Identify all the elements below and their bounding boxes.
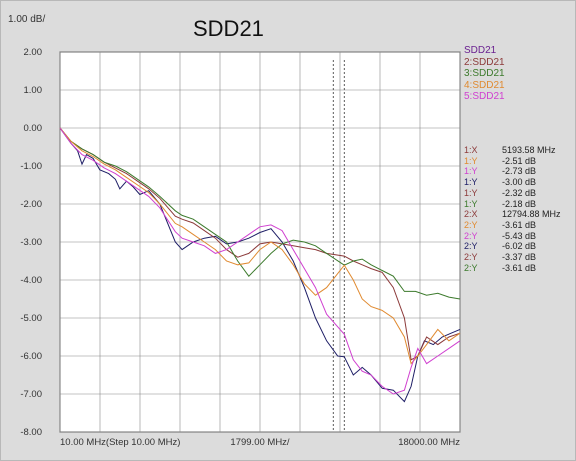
x-tick-label: 1799.00 MHz/ [230, 437, 290, 448]
marker-key: 2:X [464, 209, 478, 220]
marker-row: 1:X 5193.58 MHz [464, 145, 561, 156]
marker-row: 1:Y -2.73 dB [464, 166, 561, 177]
y-tick-label: 1.00 [24, 85, 43, 96]
marker-value: -5.43 dB [502, 230, 537, 241]
y-tick-label: -1.00 [20, 161, 42, 172]
marker-key: 1:Y [464, 155, 478, 166]
y-tick-label: 2.00 [24, 47, 43, 58]
marker-readout: 1:X 5193.58 MHz 1:Y -2.51 dB 1:Y -2.73 dB 1:Y -… [464, 145, 561, 273]
marker-key: 2:Y [464, 241, 478, 252]
marker-value: -2.51 dB [502, 155, 537, 166]
legend-item[interactable]: SDD21 [464, 45, 497, 56]
series-line-1 [59, 127, 461, 403]
legend: SDD21 2:SDD21 3:SDD21 4:SDD21 5:SDD21 [464, 45, 505, 103]
y-tick-label: -4.00 [20, 275, 42, 286]
marker-row: 1:Y -2.51 dB [464, 156, 561, 167]
y-tick-label: -2.00 [20, 199, 42, 210]
y-tick-label: -5.00 [20, 313, 42, 324]
marker-row: 2:X 12794.88 MHz [464, 209, 561, 220]
marker-row: 2:Y -3.61 dB [464, 220, 561, 231]
legend-item[interactable]: 4:SDD21 [464, 79, 505, 91]
x-tick-labels: 10.00 MHz(Step 10.00 MHz) 1799.00 MHz/180… [60, 437, 460, 448]
marker-lines [332, 60, 345, 432]
y-tick-label: -8.00 [20, 427, 42, 438]
series-line-5 [59, 127, 461, 395]
marker-value: -6.02 dB [502, 241, 537, 252]
marker-value: 12794.88 MHz [502, 209, 561, 220]
y-tick-label: -6.00 [20, 351, 42, 362]
series-layer [59, 127, 461, 403]
chart-title: SDD21 [193, 16, 264, 41]
marker-row: 1:Y -2.18 dB [464, 199, 561, 210]
legend-item[interactable]: 2:SDD21 [464, 56, 505, 68]
marker-row: 2:Y -5.43 dB [464, 231, 561, 242]
y-tick-label: -3.00 [20, 237, 42, 248]
marker-value: -3.61 dB [502, 262, 537, 273]
x-tick-label: 10.00 MHz(Step 10.00 MHz) [60, 437, 180, 448]
y-tick-label: -7.00 [20, 389, 42, 400]
marker-key: 1:Y [464, 198, 478, 209]
marker-key: 2:Y [464, 230, 478, 241]
series-line-4 [59, 127, 461, 365]
marker-row: 1:Y -2.32 dB [464, 188, 561, 199]
marker-key: 1:Y [464, 187, 478, 198]
marker-key: 1:X [464, 145, 478, 155]
marker-row: 2:Y -3.37 dB [464, 252, 561, 263]
marker-value: -2.32 dB [502, 187, 537, 198]
marker-row: 1:Y -3.00 dB [464, 177, 561, 188]
scale-label: 1.00 dB/ [8, 14, 46, 25]
marker-value: 5193.58 MHz [502, 145, 556, 155]
y-tick-label: 0.00 [24, 123, 43, 134]
marker-key: 2:Y [464, 262, 478, 273]
marker-key: 2:Y [464, 219, 478, 230]
marker-value: -3.00 dB [502, 177, 537, 188]
marker-value: -3.37 dB [502, 252, 537, 263]
marker-value: -2.18 dB [502, 198, 537, 209]
marker-value: -3.61 dB [502, 219, 537, 230]
x-tick-label: 18000.00 MHz [398, 437, 460, 448]
marker-row: 2:Y -6.02 dB [464, 241, 561, 252]
legend-item[interactable]: 5:SDD21 [464, 91, 505, 102]
y-tick-labels: 2.00 1.00 0.00 -1.00 -2.00 -3.00 -4.00 -5.00 -6.… [20, 47, 42, 438]
series-line-2 [59, 127, 461, 361]
marker-key: 2:Y [464, 252, 478, 263]
series-line-3 [59, 127, 461, 300]
marker-key: 1:Y [464, 166, 478, 177]
marker-value: -2.73 dB [502, 166, 537, 177]
marker-key: 1:Y [464, 177, 478, 188]
legend-item[interactable]: 3:SDD21 [464, 68, 505, 79]
marker-row: 2:Y -3.61 dB [464, 263, 561, 274]
